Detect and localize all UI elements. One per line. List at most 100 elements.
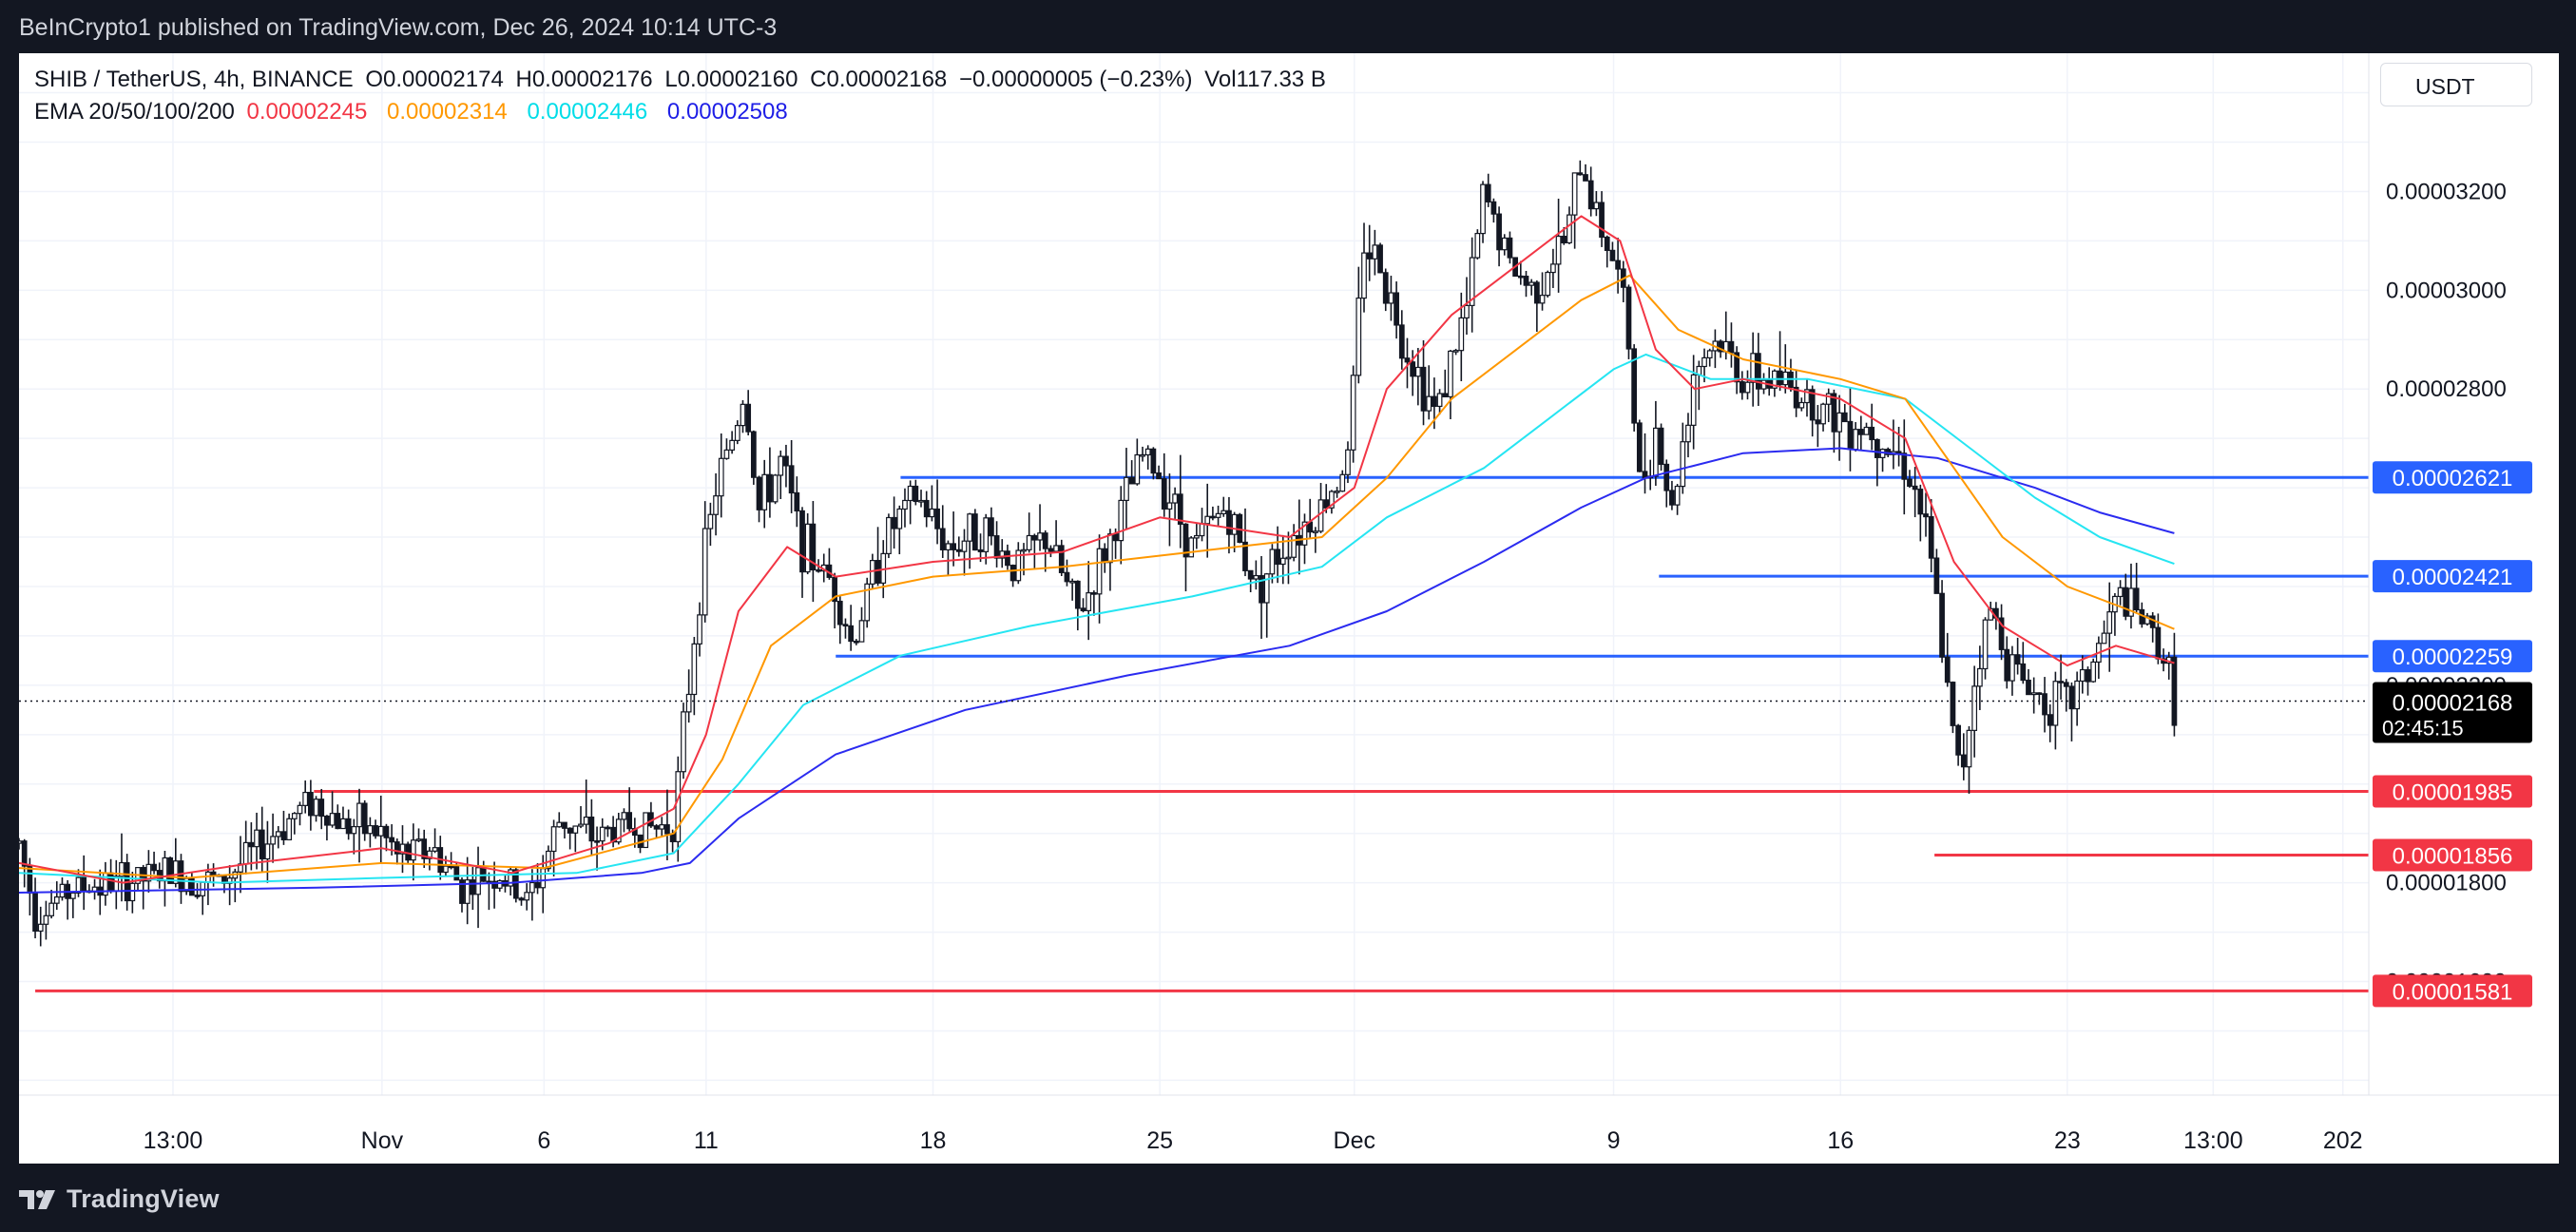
- candle-body-up: [1355, 297, 1362, 376]
- candle: [1917, 484, 1924, 542]
- candle: [1042, 529, 1048, 572]
- candle-body-up: [1982, 619, 1989, 670]
- candle: [983, 513, 990, 565]
- candle: [1587, 166, 1594, 217]
- candle: [242, 820, 249, 875]
- candle: [826, 548, 833, 580]
- candle-body-down: [151, 863, 157, 872]
- candle: [1210, 506, 1216, 521]
- candle-body-up: [1134, 453, 1141, 485]
- candle-body-up: [1291, 534, 1298, 558]
- candle-body-up: [1118, 499, 1125, 542]
- candle: [918, 490, 924, 508]
- candle: [280, 810, 287, 845]
- candle: [1253, 560, 1259, 590]
- candle-body-down: [1102, 548, 1108, 564]
- candle-body-down: [2047, 714, 2053, 726]
- candle-body-up: [983, 517, 990, 552]
- badge-label: 0.00002421: [2393, 565, 2513, 590]
- candle: [1706, 348, 1713, 367]
- candle-body-up: [75, 876, 82, 894]
- low-value: L0.00002160: [664, 67, 798, 92]
- time-tick-label: Dec: [1334, 1127, 1375, 1154]
- candle-body-down: [2171, 656, 2178, 726]
- candle: [2026, 668, 2031, 696]
- candle-body-down: [1587, 180, 1594, 210]
- candle-body-up: [870, 560, 875, 585]
- time-axis[interactable]: 13:00 Nov 6 11 18 25 Dec 9 16 23 13:00 202: [144, 1127, 2363, 1154]
- candle: [459, 876, 465, 913]
- time-tick-label: 13:00: [2183, 1127, 2243, 1154]
- candle-body-down: [1815, 419, 1821, 425]
- candle: [1625, 284, 1632, 359]
- tradingview-icon: [19, 1189, 55, 1209]
- candle: [2112, 593, 2118, 636]
- candle-body-down: [605, 826, 611, 830]
- candle-body-up: [43, 914, 49, 925]
- candle-body-down: [491, 880, 497, 889]
- time-tick-label: 13:00: [144, 1127, 203, 1154]
- candle: [1124, 448, 1129, 529]
- candle-body-up: [615, 818, 622, 843]
- candle: [594, 826, 600, 871]
- candle: [875, 527, 881, 587]
- badge-bg: [2373, 775, 2532, 808]
- candle-body-down: [1895, 451, 1902, 454]
- candle-body-down: [1064, 571, 1070, 583]
- candle-body-down: [1323, 499, 1330, 509]
- candle: [383, 823, 390, 852]
- candle: [291, 812, 298, 835]
- candle-body-down: [1226, 510, 1232, 535]
- candle: [1928, 499, 1934, 573]
- candle-body-down: [1161, 477, 1167, 510]
- candle-body-up: [340, 818, 346, 830]
- candle: [53, 881, 60, 911]
- chart-panel[interactable]: 0.000034000.000032000.000030000.00002800…: [19, 53, 2559, 1164]
- symbol-name[interactable]: SHIB / TetherUS, 4h, BINANCE: [34, 67, 354, 92]
- time-tick-label: 16: [1827, 1127, 1854, 1154]
- candle-body-down: [2020, 663, 2027, 682]
- candle-body-down: [939, 528, 946, 550]
- candle: [1674, 484, 1681, 515]
- candle-body-up: [945, 543, 952, 550]
- candle-body-down: [1609, 249, 1616, 261]
- candle-body-up: [1166, 502, 1173, 510]
- candle: [367, 817, 374, 848]
- candle: [848, 605, 855, 651]
- candle: [275, 826, 281, 849]
- candle: [340, 806, 346, 830]
- candle: [734, 420, 740, 445]
- symbol-legend: SHIB / TetherUS, 4h, BINANCE O0.00002174…: [34, 67, 1332, 93]
- candle-body-down: [1177, 493, 1183, 525]
- candle-body-up: [172, 860, 179, 884]
- candle-body-down: [1728, 340, 1735, 354]
- candle-body-up: [1345, 449, 1351, 475]
- candle-body-down: [448, 865, 454, 869]
- candle: [1140, 446, 1145, 462]
- candle: [1912, 467, 1918, 518]
- price-chart[interactable]: 0.000034000.000032000.000030000.00002800…: [19, 53, 2559, 1164]
- candle-body-up: [918, 499, 924, 503]
- ema-label[interactable]: EMA 20/50/100/200: [34, 99, 235, 125]
- grid: [19, 53, 2369, 1095]
- candle: [1134, 438, 1141, 486]
- candle-body-up: [1760, 379, 1767, 390]
- candle: [605, 825, 611, 837]
- candle: [707, 502, 714, 547]
- candle: [27, 857, 33, 916]
- candle: [1798, 397, 1805, 412]
- candle-body-up: [1480, 183, 1486, 235]
- tradingview-logo[interactable]: TradingView: [19, 1184, 220, 1214]
- currency-selector[interactable]: USDT: [2380, 63, 2532, 106]
- candle: [2074, 671, 2081, 726]
- time-tick-label: 11: [694, 1127, 719, 1154]
- candle: [1053, 520, 1059, 552]
- candle: [377, 796, 384, 864]
- candle-body-up: [1458, 317, 1465, 352]
- candle-body-up: [1593, 202, 1600, 210]
- candle: [1156, 465, 1162, 480]
- candle: [37, 906, 44, 947]
- candle-body-down: [1128, 476, 1135, 485]
- candle: [761, 459, 768, 529]
- candle-body-up: [929, 508, 935, 518]
